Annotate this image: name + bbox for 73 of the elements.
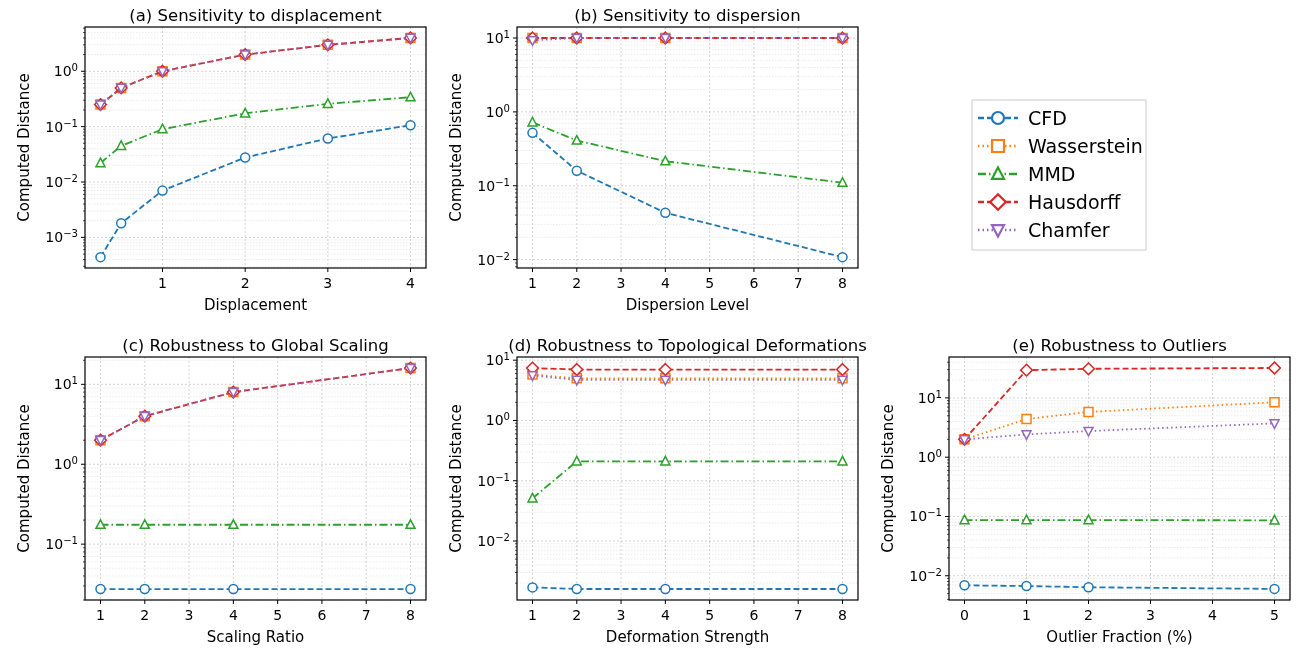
x-tick-label: 1 — [528, 607, 537, 623]
x-tick-label: 2 — [1084, 607, 1093, 623]
y-tick-label: 10$^{−1}$ — [909, 506, 942, 525]
y-tick-label: 10$^{0}$ — [917, 447, 942, 466]
y-tick-label: 10$^{1}$ — [917, 388, 942, 406]
x-tick-label: 4 — [660, 275, 670, 291]
y-axis-title: Computed Distance — [879, 404, 897, 553]
x-tick-label: 1 — [528, 275, 537, 291]
y-tick-label: 10$^{1}$ — [53, 374, 78, 393]
chart-title: (c) Robustness to Global Scaling — [122, 336, 389, 355]
x-tick-label: 6 — [317, 607, 327, 623]
y-tick-label: 10$^{0}$ — [485, 102, 510, 120]
x-tick-label: 1 — [1022, 607, 1031, 623]
y-axis-title: Computed Distance — [447, 73, 465, 222]
x-axis-title: Deformation Strength — [605, 628, 770, 646]
x-tick-label: 6 — [749, 275, 759, 291]
y-tick-label: 10$^{0}$ — [53, 454, 78, 473]
y-tick-label: 10$^{−1}$ — [477, 471, 510, 489]
x-tick-label: 4 — [228, 607, 238, 623]
x-axis-title: Scaling Ratio — [206, 628, 305, 646]
x-tick-label: 2 — [140, 607, 150, 623]
y-tick-label: 10$^{−2}$ — [477, 250, 510, 268]
legend-label: Wasserstein — [1028, 135, 1143, 157]
x-tick-label: 8 — [838, 275, 847, 291]
x-tick-label: 7 — [793, 275, 803, 291]
x-tick-label: 3 — [1146, 607, 1155, 623]
x-tick-label: 1 — [96, 607, 105, 623]
x-tick-label: 4 — [1208, 607, 1218, 623]
y-tick-label: 10$^{−1}$ — [45, 534, 78, 553]
y-tick-label: 10$^{1}$ — [485, 350, 510, 369]
x-tick-label: 5 — [705, 275, 715, 291]
y-tick-label: 10$^{−1}$ — [477, 176, 510, 194]
x-tick-label: 2 — [572, 607, 582, 623]
x-tick-label: 3 — [616, 607, 626, 623]
x-axis-title: Outlier Fraction (%) — [1046, 628, 1193, 646]
chart-title: (d) Robustness to Topological Deformations — [508, 336, 867, 355]
y-axis-title: Computed Distance — [447, 404, 465, 553]
x-axis-title: Dispersion Level — [625, 296, 750, 314]
legend-label: MMD — [1028, 163, 1076, 185]
x-tick-label: 3 — [616, 275, 626, 291]
legend-label: CFD — [1028, 107, 1067, 129]
y-tick-label: 10$^{0}$ — [53, 61, 78, 80]
x-tick-label: 3 — [323, 275, 333, 291]
y-axis-title: Computed Distance — [15, 404, 33, 553]
y-tick-label: 10$^{−2}$ — [909, 566, 942, 584]
x-tick-label: 8 — [406, 607, 415, 623]
x-tick-label: 6 — [749, 607, 759, 623]
x-tick-label: 5 — [1270, 607, 1279, 623]
y-tick-label: 10$^{−2}$ — [477, 531, 510, 550]
x-tick-label: 4 — [660, 607, 670, 623]
x-tick-label: 5 — [273, 607, 283, 623]
y-axis-title: Computed Distance — [15, 73, 33, 222]
y-tick-label: 10$^{0}$ — [485, 410, 510, 429]
y-tick-label: 10$^{−3}$ — [45, 227, 78, 246]
x-tick-label: 0 — [960, 607, 969, 623]
x-tick-label: 8 — [838, 607, 847, 623]
x-axis-title: Displacement — [203, 296, 308, 314]
chart-title: (b) Sensitivity to dispersion — [574, 6, 801, 25]
x-tick-label: 1 — [158, 275, 167, 291]
x-tick-label: 7 — [793, 607, 803, 623]
y-tick-label: 10$^{1}$ — [485, 28, 510, 47]
x-tick-label: 3 — [184, 607, 194, 623]
x-tick-label: 2 — [572, 275, 582, 291]
y-tick-label: 10$^{−1}$ — [45, 117, 78, 135]
x-tick-label: 7 — [361, 607, 371, 623]
legend-label: Chamfer — [1028, 219, 1110, 241]
chart-title: (e) Robustness to Outliers — [1012, 336, 1227, 355]
legend-label: Hausdorff — [1028, 191, 1122, 213]
x-tick-label: 2 — [240, 275, 250, 291]
y-tick-label: 10$^{−2}$ — [45, 172, 78, 191]
x-tick-label: 4 — [406, 275, 416, 291]
chart-title: (a) Sensitivity to displacement — [129, 6, 383, 25]
x-tick-label: 5 — [705, 607, 715, 623]
